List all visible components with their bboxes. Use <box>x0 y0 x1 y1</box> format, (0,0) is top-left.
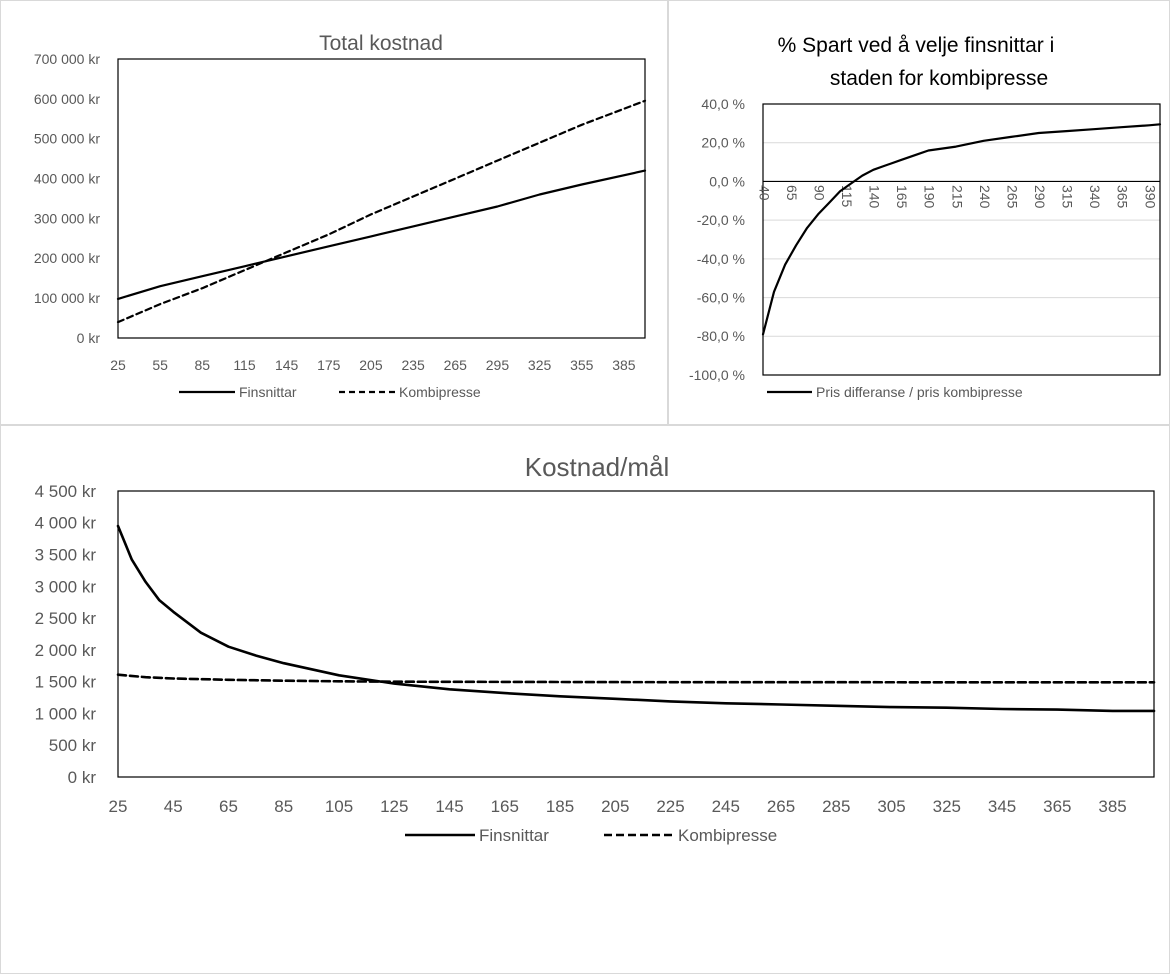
x-tick-label: 365 <box>1043 797 1071 816</box>
x-tick-label: 40 <box>756 185 772 201</box>
legend-label: Kombipresse <box>678 826 777 845</box>
x-tick-label: 25 <box>110 357 126 373</box>
y-tick-label: -80,0 % <box>697 328 745 344</box>
x-tick-label: 125 <box>380 797 408 816</box>
x-tick-label: 140 <box>867 185 883 209</box>
y-tick-label: -60,0 % <box>697 289 745 305</box>
cost-per-unit-chart: Kostnad/mål 0 kr 500 kr 1 000 kr 1 500 kr 2 … <box>0 425 1170 974</box>
y-tick-label: 2 500 kr <box>35 609 97 628</box>
x-tick-label: 105 <box>325 797 353 816</box>
x-tick-label: 85 <box>195 357 211 373</box>
series-line-kombipresse <box>116 99 647 324</box>
percent-saved-title-line-1: % Spart ved å velje finsnittar i <box>778 34 1055 57</box>
y-tick-label: -20,0 % <box>697 212 745 228</box>
legend-label: Kombipresse <box>399 384 481 400</box>
plot-area-frame <box>117 58 646 339</box>
percent-saved-title-line-2: staden for kombipresse <box>830 67 1048 90</box>
y-tick-label: 100 000 kr <box>34 290 100 306</box>
x-tick-label: 90 <box>811 185 827 201</box>
x-tick-label: 65 <box>784 185 800 201</box>
x-tick-label: 365 <box>1115 185 1131 209</box>
series-line-kombipresse <box>116 673 1156 684</box>
x-tick-label: 115 <box>233 357 256 373</box>
y-tick-label: 1 000 kr <box>35 704 97 723</box>
x-tick-label: 385 <box>1098 797 1126 816</box>
x-tick-label: 290 <box>1032 185 1048 209</box>
y-tick-label: 0 kr <box>68 768 97 787</box>
x-tick-label: 235 <box>401 357 425 373</box>
y-tick-label: 200 000 kr <box>34 250 100 266</box>
plot-area-frame <box>762 103 1161 376</box>
x-tick-label: 65 <box>219 797 238 816</box>
cost-per-unit-chart-svg: Kostnad/mål 0 kr 500 kr 1 000 kr 1 500 kr 2 … <box>35 452 1156 845</box>
x-tick-label: 295 <box>486 357 510 373</box>
x-tick-label: 340 <box>1087 185 1103 209</box>
y-tick-label: 300 000 kr <box>34 210 100 226</box>
legend-label: Finsnittar <box>239 384 297 400</box>
x-tick-label: 55 <box>152 357 168 373</box>
percent-saved-chart: % Spart ved å velje finsnittar i staden … <box>668 0 1170 425</box>
y-tick-label: -40,0 % <box>697 251 745 267</box>
total-cost-chart-svg: Total kostnad 0 kr 100 000 kr 200 000 kr 30… <box>34 32 647 400</box>
series-line-finsnittar <box>116 524 1156 713</box>
y-tick-label: 20,0 % <box>701 135 745 151</box>
x-tick-label: 355 <box>570 357 594 373</box>
y-tick-label: 1 500 kr <box>35 673 97 692</box>
x-tick-label: 115 <box>839 185 855 208</box>
legend-label: Finsnittar <box>479 826 549 845</box>
plot-area-frame <box>117 490 1155 778</box>
x-tick-label: 285 <box>822 797 850 816</box>
total-cost-chart: Total kostnad 0 kr 100 000 kr 200 000 kr 30… <box>0 0 668 425</box>
x-tick-label: 265 <box>1004 185 1020 209</box>
y-tick-label: 2 000 kr <box>35 641 97 660</box>
percent-saved-chart-svg: % Spart ved å velje finsnittar i staden … <box>689 34 1162 400</box>
x-tick-label: 225 <box>656 797 684 816</box>
x-tick-label: 205 <box>359 357 383 373</box>
x-tick-label: 215 <box>949 185 965 209</box>
x-tick-label: 240 <box>977 185 993 209</box>
legend-label: Pris differanse / pris kombipresse <box>816 384 1023 400</box>
y-tick-label: 500 kr <box>49 736 97 755</box>
y-tick-label: 500 000 kr <box>34 131 100 147</box>
x-tick-label: 45 <box>164 797 183 816</box>
y-tick-label: -100,0 % <box>689 367 745 383</box>
y-tick-label: 600 000 kr <box>34 91 100 107</box>
x-tick-label: 145 <box>275 357 299 373</box>
total-cost-title: Total kostnad <box>319 32 443 55</box>
y-tick-label: 400 000 kr <box>34 170 100 186</box>
x-tick-label: 165 <box>894 185 910 209</box>
x-tick-label: 175 <box>317 357 341 373</box>
y-tick-label: 40,0 % <box>701 96 745 112</box>
x-tick-label: 265 <box>444 357 468 373</box>
y-tick-label: 4 500 kr <box>35 482 97 501</box>
y-tick-label: 4 000 kr <box>35 514 97 533</box>
x-tick-label: 315 <box>1060 185 1076 209</box>
cost-per-unit-title: Kostnad/mål <box>525 452 670 482</box>
x-tick-label: 385 <box>612 357 636 373</box>
x-tick-label: 190 <box>922 185 938 209</box>
y-tick-label: 3 000 kr <box>35 577 97 596</box>
x-tick-label: 25 <box>109 797 128 816</box>
x-tick-label: 305 <box>877 797 905 816</box>
x-tick-label: 325 <box>933 797 961 816</box>
y-tick-label: 3 500 kr <box>35 546 97 565</box>
x-tick-label: 85 <box>274 797 293 816</box>
x-tick-label: 145 <box>435 797 463 816</box>
series-line-finsnittar <box>116 169 647 300</box>
x-tick-label: 165 <box>491 797 519 816</box>
y-tick-label: 0 kr <box>77 330 101 346</box>
x-tick-label: 185 <box>546 797 574 816</box>
x-tick-label: 345 <box>988 797 1016 816</box>
y-tick-label: 700 000 kr <box>34 51 100 67</box>
x-tick-label: 245 <box>712 797 740 816</box>
y-tick-label: 0,0 % <box>709 173 745 189</box>
x-tick-label: 265 <box>767 797 795 816</box>
x-tick-label: 205 <box>601 797 629 816</box>
x-tick-label: 325 <box>528 357 552 373</box>
x-tick-label: 390 <box>1142 185 1158 209</box>
series-line-pris-differanse-pris-kombipresse <box>761 123 1162 336</box>
